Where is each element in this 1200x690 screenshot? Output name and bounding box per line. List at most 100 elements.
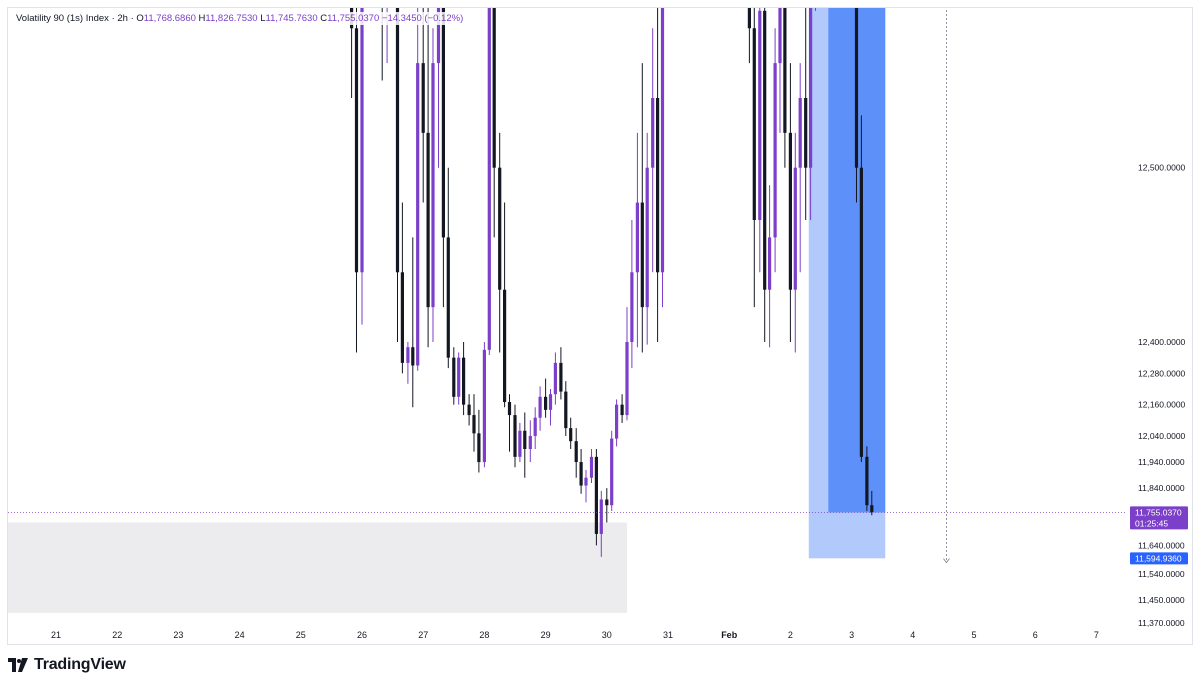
candle-body [599,499,603,534]
candle-body [635,202,639,273]
y-tick-label: 12,500.0000 [1138,163,1186,173]
candle-body [452,357,456,397]
candle-body [502,289,507,403]
candle-body [610,438,614,506]
candle-body [584,477,588,486]
y-tick-label: 11,640.0000 [1138,540,1185,550]
candle-body [854,8,859,168]
countdown-tag: 01:25:45 [1135,518,1168,528]
candle-body [589,456,594,478]
candle-body [411,347,415,366]
projection-arrow-head [943,558,950,564]
symbol-header: Volatility 90 (1s) Index · 2h · O11,768.… [14,12,466,25]
candle-body [426,132,430,308]
candle-body [758,10,762,220]
close-value: 11,755.0370 [327,13,380,24]
candle-body [400,272,404,363]
x-tick-label: 25 [296,630,306,640]
candle-body [431,63,435,308]
y-tick-label: 11,370.0000 [1138,618,1185,628]
candle-body [441,8,445,238]
close-label: C [320,13,328,24]
candle-body [630,272,634,342]
candle-body [507,402,512,416]
x-tick-label: 23 [173,630,183,640]
high-value: 11,826.7530 [205,13,258,24]
candle-body [870,505,874,513]
candle-body [747,8,751,29]
candle-body [605,499,609,506]
low-value: 11,745.7630 [265,13,318,24]
current-price-tag: 11,755.0370 [1135,507,1182,517]
candle-body [808,8,813,168]
x-tick-label: 31 [663,630,673,640]
candle-body [752,28,756,220]
y-tick-label: 12,040.0000 [1138,431,1186,441]
y-tick-label: 11,540.0000 [1138,569,1185,579]
low-label: L [260,13,266,24]
candle-body [548,394,553,410]
x-tick-label: 3 [849,630,854,640]
candle-body [625,342,629,416]
x-tick-label: 6 [1033,630,1038,640]
candle-body [523,430,527,450]
x-tick-label: 26 [357,630,367,640]
candle-body [559,362,563,392]
candle-body [620,404,624,416]
candle-body [482,349,486,463]
candle-body [461,357,466,405]
candle-body [614,404,619,439]
target-price-tag: 11,594.9360 [1135,553,1182,563]
candle-body [395,8,400,273]
candle-body [865,456,869,506]
candle-body [492,8,496,168]
x-tick-label: 27 [418,630,428,640]
x-tick-label: 21 [51,630,61,640]
candle-body [660,8,665,273]
candle-body [788,132,792,290]
candle-body [544,396,548,410]
change-value: −14.3450 (−0.12%) [381,13,464,24]
y-tick-label: 12,160.0000 [1138,400,1186,410]
current-price-tag-bg [1130,506,1188,530]
tradingview-brand[interactable]: TradingView [34,656,126,673]
candle-body [406,347,410,363]
x-tick-label: 30 [602,630,612,640]
candle-body [564,391,568,429]
open-label: O [136,13,144,24]
high-label: H [198,13,206,24]
x-tick-label: 29 [541,630,551,640]
candle-body [804,97,808,168]
y-tick-label: 11,840.0000 [1138,483,1185,493]
plot-area[interactable]: S [7,0,1127,613]
candle-body [446,237,450,358]
candle-body [763,10,767,290]
y-tick-label: 12,280.0000 [1138,368,1186,378]
candle-body [518,430,522,457]
candle-body [416,63,420,366]
candle-body [421,63,425,133]
x-tick-label: 5 [971,630,976,640]
candle-body [553,362,557,395]
symbol-title[interactable]: Volatility 90 (1s) Index · 2h · [16,13,134,24]
candle-body [767,237,772,290]
candle-body [859,167,863,457]
candle-body [798,97,802,168]
candle-body [513,415,517,457]
footer-branding: TradingView [8,656,126,674]
open-value: 11,768.6860 [143,13,196,24]
candle-body [354,28,359,273]
candle-body [640,202,644,308]
x-tick-label: 24 [235,630,245,640]
candle-body [574,441,578,463]
candle-body [773,63,777,238]
demand-zone [8,522,627,613]
tradingview-logo-icon [8,658,28,672]
x-tick-label: 2 [788,630,793,640]
candle-body [467,404,471,416]
candle-body [569,428,573,442]
candle-body [783,8,787,133]
x-tick-label: 22 [112,630,122,640]
candle-body [655,97,660,273]
